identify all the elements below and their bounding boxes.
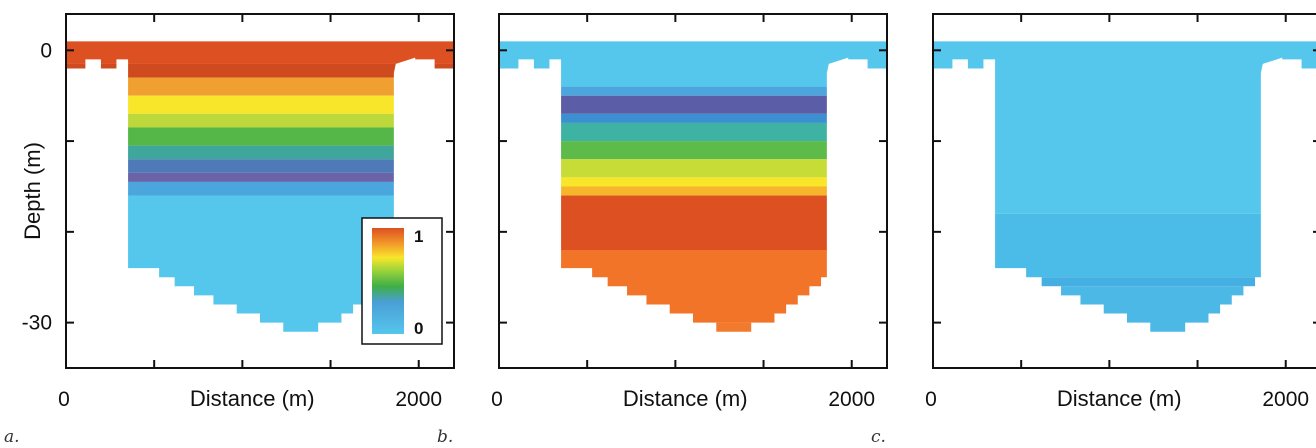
panel-2: 0 2000 Distance (m) b. (437, 13, 888, 447)
heatmap-band (66, 127, 454, 146)
x-tick-label: 2000 (395, 388, 442, 411)
panel-letter: a. (4, 427, 20, 447)
heatmap-band (933, 277, 1316, 287)
heatmap-band (66, 172, 454, 182)
heatmap-band (66, 77, 454, 96)
heatmap-band (499, 95, 887, 114)
heatmap-field (499, 41, 887, 332)
y-tick-label: 0 (40, 39, 52, 62)
heatmap-band (499, 195, 887, 250)
y-axis-title: Depth (m) (20, 142, 45, 240)
colorbar-min-label: 0 (414, 319, 423, 338)
heatmap-band (499, 186, 887, 196)
heatmap-band (499, 159, 887, 178)
colorbar: 10 (361, 217, 443, 345)
heatmap-band (499, 141, 887, 160)
heatmap-band (66, 145, 454, 160)
heatmap-band (499, 122, 887, 142)
plot-frame (932, 13, 1316, 369)
heatmap-band (66, 63, 454, 78)
x-axis-title: Distance (m) (1057, 386, 1182, 411)
x-tick-label: 0 (491, 388, 503, 411)
heatmap-band (499, 41, 887, 87)
panel-letter: c. (871, 427, 886, 447)
x-tick-label: 2000 (1262, 388, 1309, 411)
plot-frame (498, 13, 888, 369)
heatmap-field (933, 41, 1316, 332)
heatmap-band (499, 86, 887, 96)
heatmap-band (933, 41, 1316, 214)
heatmap-band (66, 95, 454, 114)
x-axis-title: Distance (m) (190, 386, 315, 411)
x-tick-label: 2000 (828, 388, 875, 411)
heatmap-band (499, 250, 887, 323)
heatmap-band (933, 213, 1316, 278)
colorbar-gradient (372, 228, 404, 334)
heatmap-band (66, 159, 454, 173)
panel-3: 0 2000 Distance (m) c. (871, 13, 1316, 447)
panel-letter: b. (437, 427, 453, 447)
heatmap-band (66, 41, 454, 64)
y-tick-label: -30 (22, 312, 52, 335)
plot-frame (65, 13, 455, 369)
x-tick-label: 0 (58, 388, 70, 411)
colorbar-max-label: 1 (414, 227, 423, 246)
x-tick-label: 0 (925, 388, 937, 411)
heatmap-band (66, 113, 454, 128)
heatmap-band (499, 177, 887, 187)
heatmap-band (499, 113, 887, 123)
heatmap-band (66, 181, 454, 196)
x-axis-title: Distance (m) (623, 386, 748, 411)
